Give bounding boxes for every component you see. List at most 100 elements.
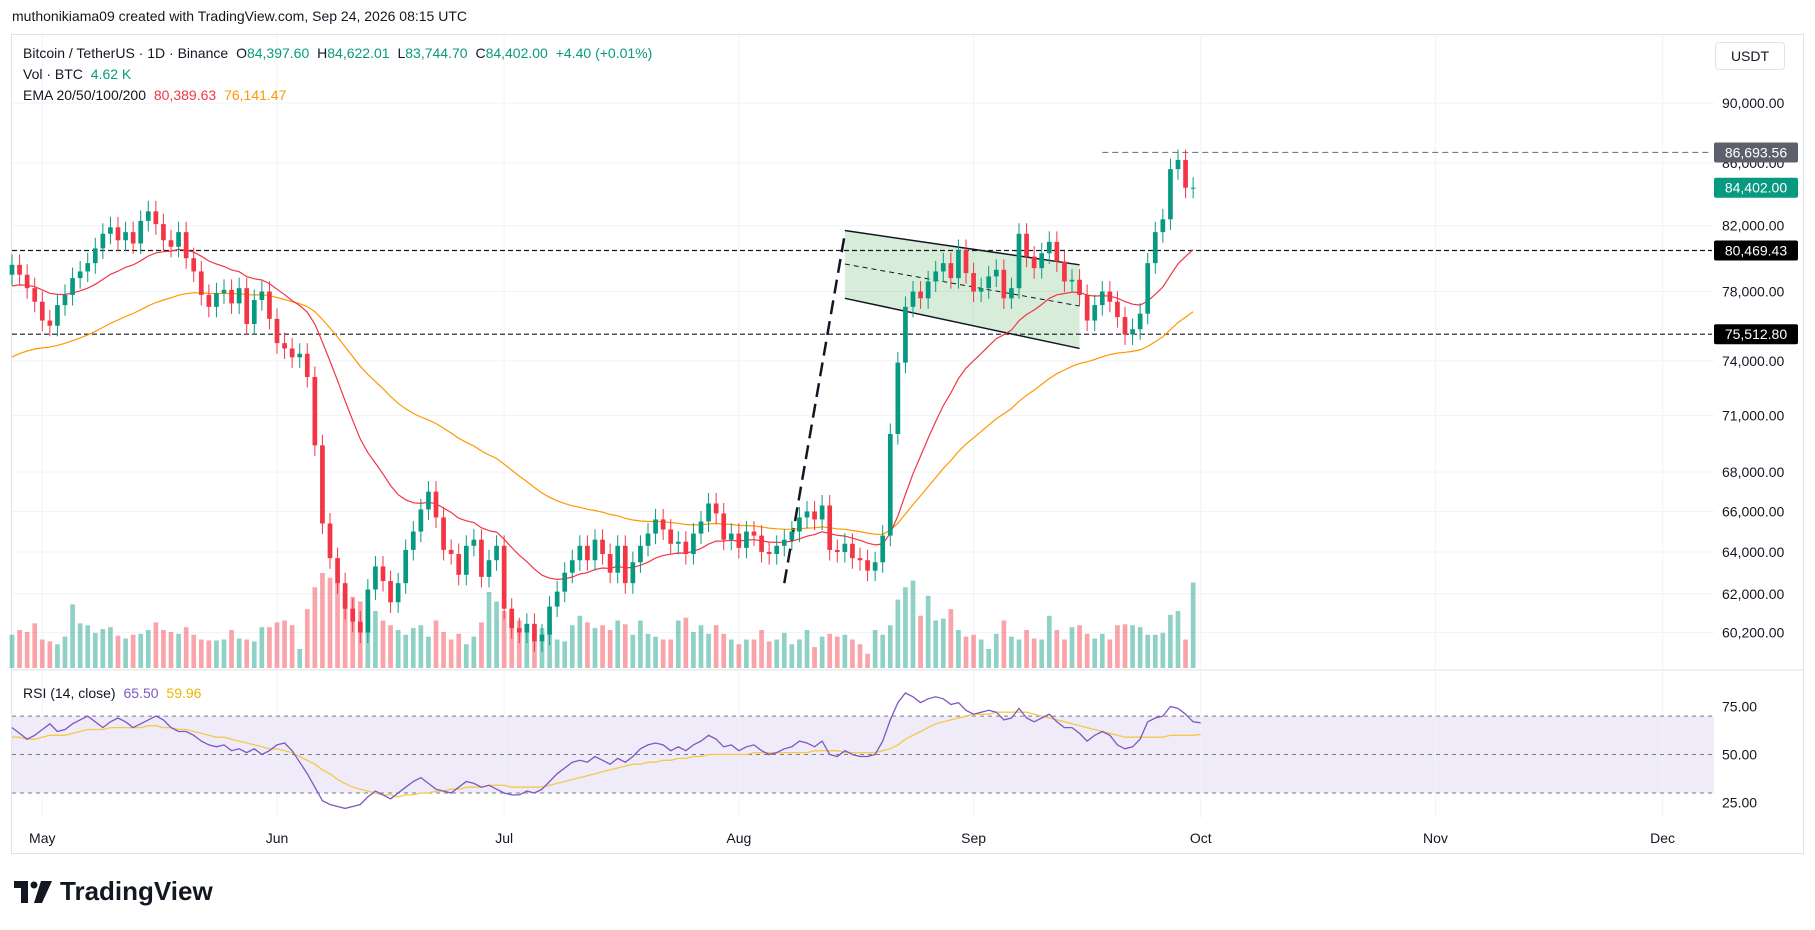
volume-bar (978, 639, 984, 668)
volume-bar (410, 628, 416, 668)
candle-body (933, 271, 939, 282)
candle-down (827, 494, 833, 561)
candle-down (509, 598, 515, 639)
volume-bar (509, 615, 515, 668)
candle-body (138, 220, 144, 244)
level-badge-label: 80,469.43 (1725, 243, 1787, 259)
volume-bar (304, 609, 310, 668)
volume-bar (993, 633, 999, 668)
volume-bar (244, 639, 250, 668)
candle-up (176, 221, 181, 258)
candle-body (214, 293, 219, 307)
candle-up (395, 572, 401, 613)
volume-bar (1122, 624, 1128, 668)
candle-up (1009, 277, 1014, 309)
volume-bar (940, 618, 946, 668)
candle-up (1069, 269, 1075, 293)
volume-bar (214, 640, 219, 668)
candle-body (532, 623, 537, 642)
volume-bar (471, 636, 477, 668)
candle-body (1024, 233, 1029, 257)
candle-up (592, 529, 598, 571)
candle-down (388, 570, 393, 613)
candle-down (668, 519, 674, 555)
ema20-line (11, 248, 1194, 581)
candle-up (744, 521, 749, 559)
level-badge (1714, 240, 1798, 261)
candle-up (789, 521, 795, 551)
candle-up (675, 531, 681, 555)
volume-bar (123, 638, 128, 668)
candle-body (940, 263, 946, 272)
candle-body (759, 535, 764, 552)
volume-bar (456, 633, 462, 668)
candle-down (501, 535, 507, 620)
candle-up (365, 579, 371, 644)
volume-bar (335, 582, 340, 668)
price-tick-label: 74,000.00 (1722, 353, 1784, 369)
time-tick-label: May (29, 830, 55, 846)
candle-up (1190, 177, 1196, 199)
candle-down (1024, 223, 1029, 268)
volume-bar (267, 627, 272, 668)
volume-bar (342, 592, 348, 668)
volume-bar (206, 640, 212, 668)
candle-down (350, 598, 356, 633)
currency-button[interactable]: USDT (1715, 42, 1785, 70)
candle-down (39, 291, 45, 332)
volume-bar (766, 641, 772, 668)
high-label: H (317, 45, 328, 61)
channel-mid-line (844, 263, 1080, 307)
volume-bar (585, 622, 590, 668)
open-label: O (236, 45, 247, 61)
volume-bar (903, 587, 908, 668)
candle-down (1077, 269, 1082, 306)
tradingview-logo[interactable]: TradingView (14, 876, 213, 907)
candle-down (607, 543, 613, 584)
volume-legend[interactable]: Vol · BTC 4.62 K (23, 66, 135, 82)
symbol-legend[interactable]: Bitcoin / TetherUS · 1D · Binance O84,39… (23, 45, 656, 61)
candle-body (971, 273, 976, 292)
candle-body (403, 549, 409, 584)
candle-body (426, 491, 431, 510)
volume-bar (592, 628, 598, 668)
candle-body (395, 583, 401, 603)
candle-body (1001, 269, 1007, 299)
candle-body (781, 539, 787, 546)
rsi-legend[interactable]: RSI (14, close) 65.50 59.96 (23, 685, 205, 701)
candle-down (327, 512, 333, 569)
candle-down (971, 262, 976, 303)
candle-down (433, 481, 439, 529)
candle-down (1084, 284, 1090, 332)
candle-body (509, 608, 515, 629)
candle-down (229, 279, 234, 314)
candle-body (456, 554, 462, 575)
volume-bar (789, 644, 795, 668)
volume-bar (312, 587, 318, 668)
candle-up (577, 535, 583, 571)
tradingview-logo-icon (14, 880, 52, 903)
candle-up (9, 254, 15, 286)
volume-bar (441, 631, 446, 668)
candle-body (615, 545, 621, 573)
candle-body (123, 232, 128, 241)
candle-body (130, 232, 136, 244)
ema-legend[interactable]: EMA 20/50/100/200 80,389.63 76,141.47 (23, 87, 290, 103)
volume-bars (9, 573, 1196, 668)
candle-body (1069, 279, 1075, 282)
volume-bar (47, 641, 53, 668)
level-badge (1714, 324, 1798, 345)
volume-bar (1084, 633, 1090, 668)
candle-up (1168, 158, 1173, 230)
candle-body (834, 549, 840, 552)
candle-down (289, 337, 295, 368)
candle-body (918, 291, 923, 299)
candle-body (486, 560, 492, 577)
volume-bar (713, 625, 719, 668)
close-label: C (475, 45, 486, 61)
candle-down (244, 277, 250, 335)
volume-bar (918, 615, 923, 668)
candle-body (842, 543, 848, 552)
candle-up (426, 481, 431, 521)
